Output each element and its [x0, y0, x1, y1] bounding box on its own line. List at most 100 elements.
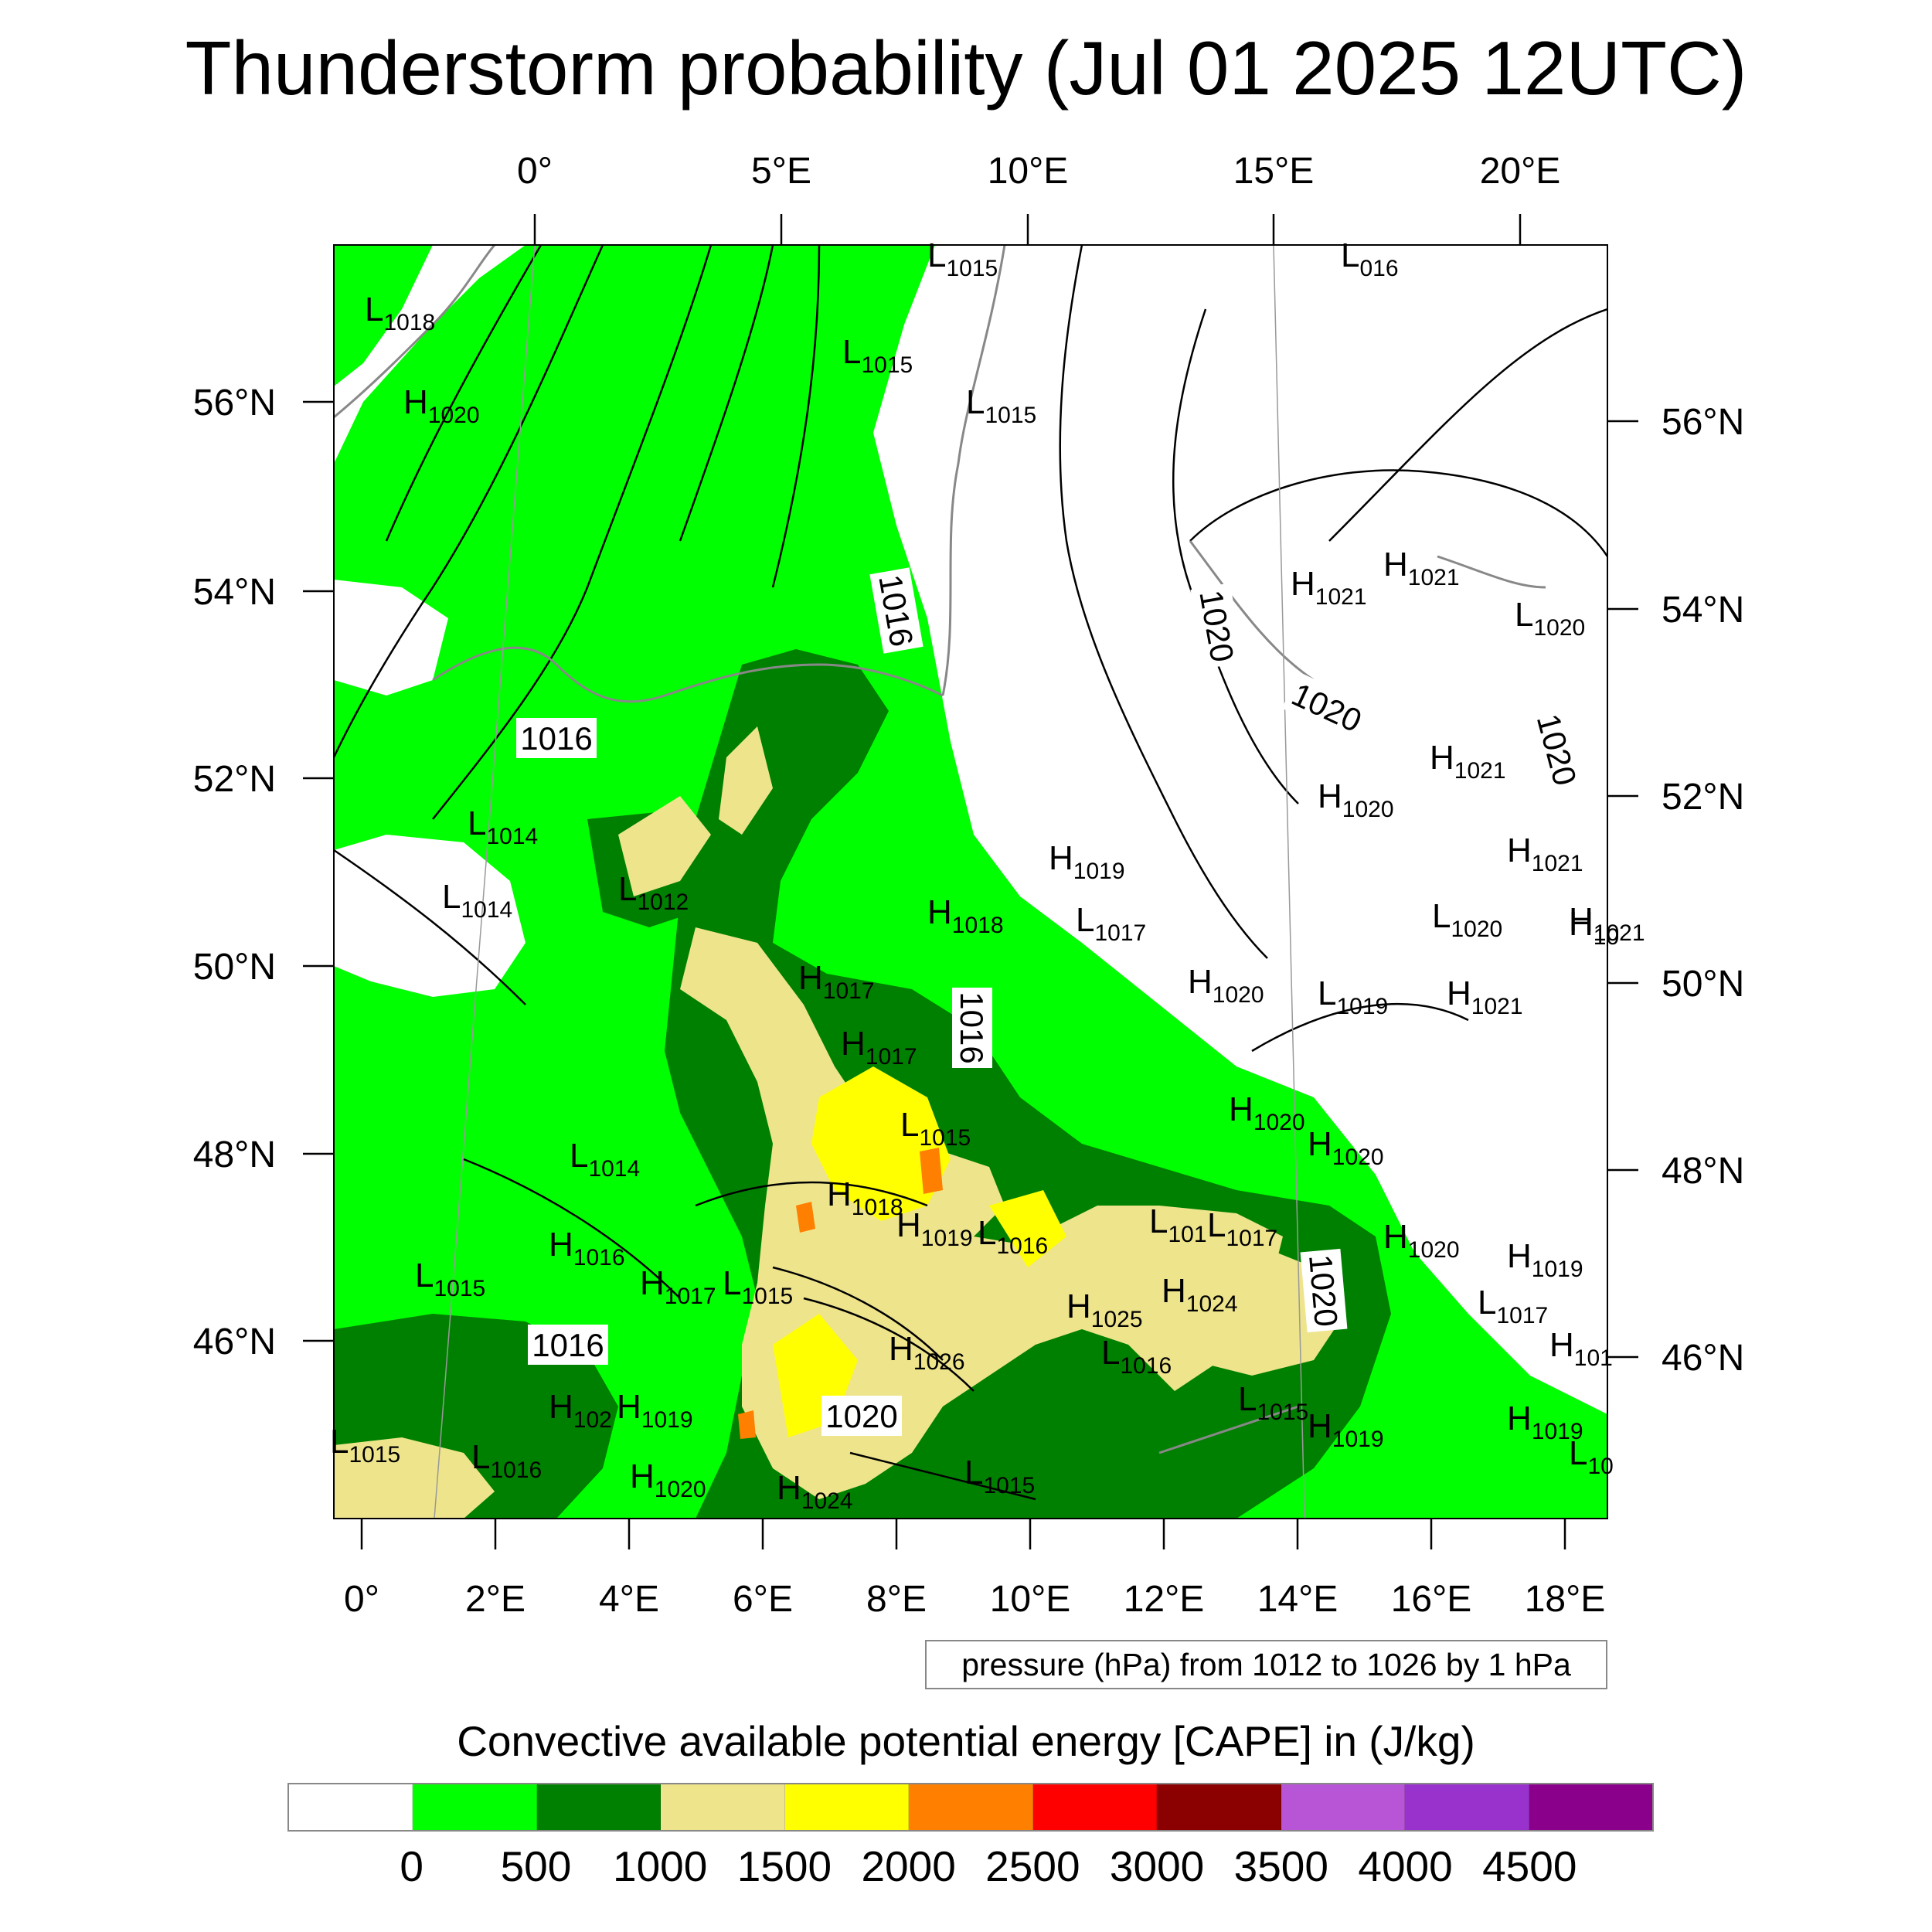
low-pressure-label: L1015 — [964, 1454, 1035, 1498]
right-latitude-labels: 56°N 54°N 52°N 50°N 48°N 46°N — [1662, 402, 1744, 1379]
top-lon-label: 20°E — [1480, 151, 1561, 192]
colorbar-segment — [1157, 1784, 1281, 1830]
bottom-lon-label: 18°E — [1525, 1579, 1606, 1620]
right-lat-label: 46°N — [1662, 1338, 1744, 1379]
high-pressure-label: H1024 — [777, 1469, 853, 1514]
high-pressure-label: H1021 — [1291, 565, 1367, 610]
low-pressure-label: L1014 — [468, 804, 538, 849]
svg-text:1016: 1016 — [520, 720, 592, 757]
high-pressure-label: H1016 — [549, 1226, 625, 1270]
colorbar-tick-label: 0 — [400, 1842, 424, 1890]
colorbar-segment — [1032, 1784, 1158, 1830]
svg-text:1016: 1016 — [954, 992, 990, 1063]
high-pressure-label: H1019 — [617, 1388, 693, 1433]
cape-region-orange — [920, 1148, 943, 1194]
bottom-lon-label: 8°E — [866, 1579, 927, 1620]
high-pressure-label: H1020 — [1188, 963, 1264, 1008]
high-pressure-label: H1017 — [640, 1264, 716, 1309]
left-lat-label: 48°N — [193, 1134, 276, 1175]
bottom-longitude-labels: 0° 2°E 4°E 6°E 8°E 10°E 12°E 14°E 16°E 1… — [344, 1579, 1605, 1620]
low-pressure-label: L1015 — [900, 1106, 971, 1151]
colorbar-segment — [1405, 1784, 1529, 1830]
top-lon-label: 10°E — [988, 151, 1069, 192]
colorbar-segment — [536, 1784, 662, 1830]
bottom-lon-label: 0° — [344, 1579, 379, 1620]
svg-text:1020: 1020 — [825, 1398, 897, 1434]
high-pressure-label: H1020 — [1308, 1125, 1384, 1170]
low-pressure-label: L1016 — [978, 1214, 1048, 1259]
low-pressure-label: L1020 — [1515, 596, 1585, 641]
low-pressure-label: L101 — [1149, 1202, 1207, 1247]
low-pressure-label: L1015 — [723, 1264, 793, 1309]
svg-text:1020: 1020 — [1302, 1253, 1345, 1328]
colorbar-segment — [1529, 1784, 1652, 1830]
right-lat-label: 50°N — [1662, 964, 1744, 1005]
low-pressure-label: L1015 — [330, 1423, 400, 1468]
colorbar-segment — [661, 1784, 785, 1830]
low-pressure-label: L1015 — [927, 236, 998, 281]
high-pressure-label: H1019 — [1507, 1400, 1583, 1444]
low-pressure-label: L1017 — [1076, 901, 1146, 946]
low-pressure-label: L1019 — [1318, 975, 1388, 1019]
left-lat-label: 54°N — [193, 572, 276, 613]
low-pressure-label: L1017 — [1207, 1206, 1277, 1251]
colorbar-tick-label: 4500 — [1482, 1842, 1577, 1890]
colorbar-tick-label: 3000 — [1109, 1842, 1205, 1890]
high-pressure-label: H1020 — [1383, 1218, 1460, 1263]
right-lat-label: 54°N — [1662, 590, 1744, 631]
high-pressure-label: H1017 — [798, 959, 875, 1004]
high-pressure-label: H1025 — [1066, 1287, 1143, 1332]
isobar-label: 1016 — [952, 988, 992, 1068]
low-pressure-label: L016 — [1341, 236, 1399, 281]
low-pressure-label: L1016 — [1101, 1334, 1172, 1379]
low-pressure-label: L1017 — [1478, 1284, 1548, 1328]
isobars — [334, 245, 1607, 1501]
colorbar-tick-label: 1000 — [612, 1842, 708, 1890]
low-pressure-label: L1016 — [471, 1438, 542, 1483]
high-pressure-label: H1017 — [841, 1025, 917, 1070]
high-pressure-label: H1021 — [1569, 901, 1645, 946]
bottom-lon-label: 12°E — [1124, 1579, 1205, 1620]
left-lat-label: 56°N — [193, 383, 276, 423]
low-pressure-label: L1018 — [365, 291, 435, 335]
colorbar-segment — [413, 1784, 537, 1830]
left-lat-label: 46°N — [193, 1321, 276, 1362]
high-pressure-label: H1019 — [1507, 1237, 1583, 1282]
bottom-lon-label: 16°E — [1391, 1579, 1472, 1620]
colorbar-segment — [784, 1784, 910, 1830]
high-pressure-label: H1018 — [827, 1175, 903, 1220]
low-pressure-label: L1012 — [618, 870, 689, 915]
low-pressure-label: L1015 — [842, 333, 913, 378]
bottom-lon-label: 14°E — [1257, 1579, 1338, 1620]
colorbar-tick-label: 4000 — [1358, 1842, 1453, 1890]
map-title: Thunderstorm probability (Jul 01 2025 12… — [185, 26, 1747, 111]
left-latitude-labels: 56°N 54°N 52°N 50°N 48°N 46°N — [193, 383, 276, 1362]
colorbar — [287, 1783, 1654, 1832]
colorbar-tick-labels: 0 500 1000 1500 2000 2500 3000 3500 4000 4500 — [0, 1839, 1932, 1893]
colorbar-title: Convective available potential energy [C… — [457, 1717, 1475, 1765]
svg-text:1016: 1016 — [532, 1327, 604, 1363]
high-pressure-label: H1018 — [927, 893, 1004, 938]
bottom-lon-label: 6°E — [733, 1579, 793, 1620]
low-pressure-label: L1015 — [1238, 1380, 1308, 1425]
right-lat-label: 48°N — [1662, 1151, 1744, 1192]
isobar-label: 1016 — [869, 567, 923, 654]
high-pressure-label: H102 — [549, 1388, 612, 1433]
high-pressure-label: H1026 — [889, 1330, 965, 1375]
isobar-label: 1016 — [528, 1325, 608, 1365]
high-pressure-label: H1020 — [403, 383, 480, 428]
top-longitude-labels: 0° 5°E 10°E 15°E 20°E — [517, 151, 1560, 192]
isobar-label: 1016 — [516, 718, 597, 758]
colorbar-segment — [1281, 1784, 1406, 1830]
colorbar-tick-label: 500 — [500, 1842, 572, 1890]
bottom-lon-label: 10°E — [990, 1579, 1071, 1620]
high-pressure-label: H1020 — [630, 1458, 706, 1502]
isobar-label: 1020 — [821, 1396, 902, 1436]
pressure-center-labels: L1018 H1020 L1015 L1015 L1015 L016 H1021 H1021 L… — [330, 236, 1645, 1514]
colorbar-tick-label: 3500 — [1233, 1842, 1328, 1890]
bottom-lon-label: 4°E — [599, 1579, 659, 1620]
low-pressure-label: L1014 — [570, 1137, 640, 1182]
map-frame — [333, 244, 1608, 1519]
